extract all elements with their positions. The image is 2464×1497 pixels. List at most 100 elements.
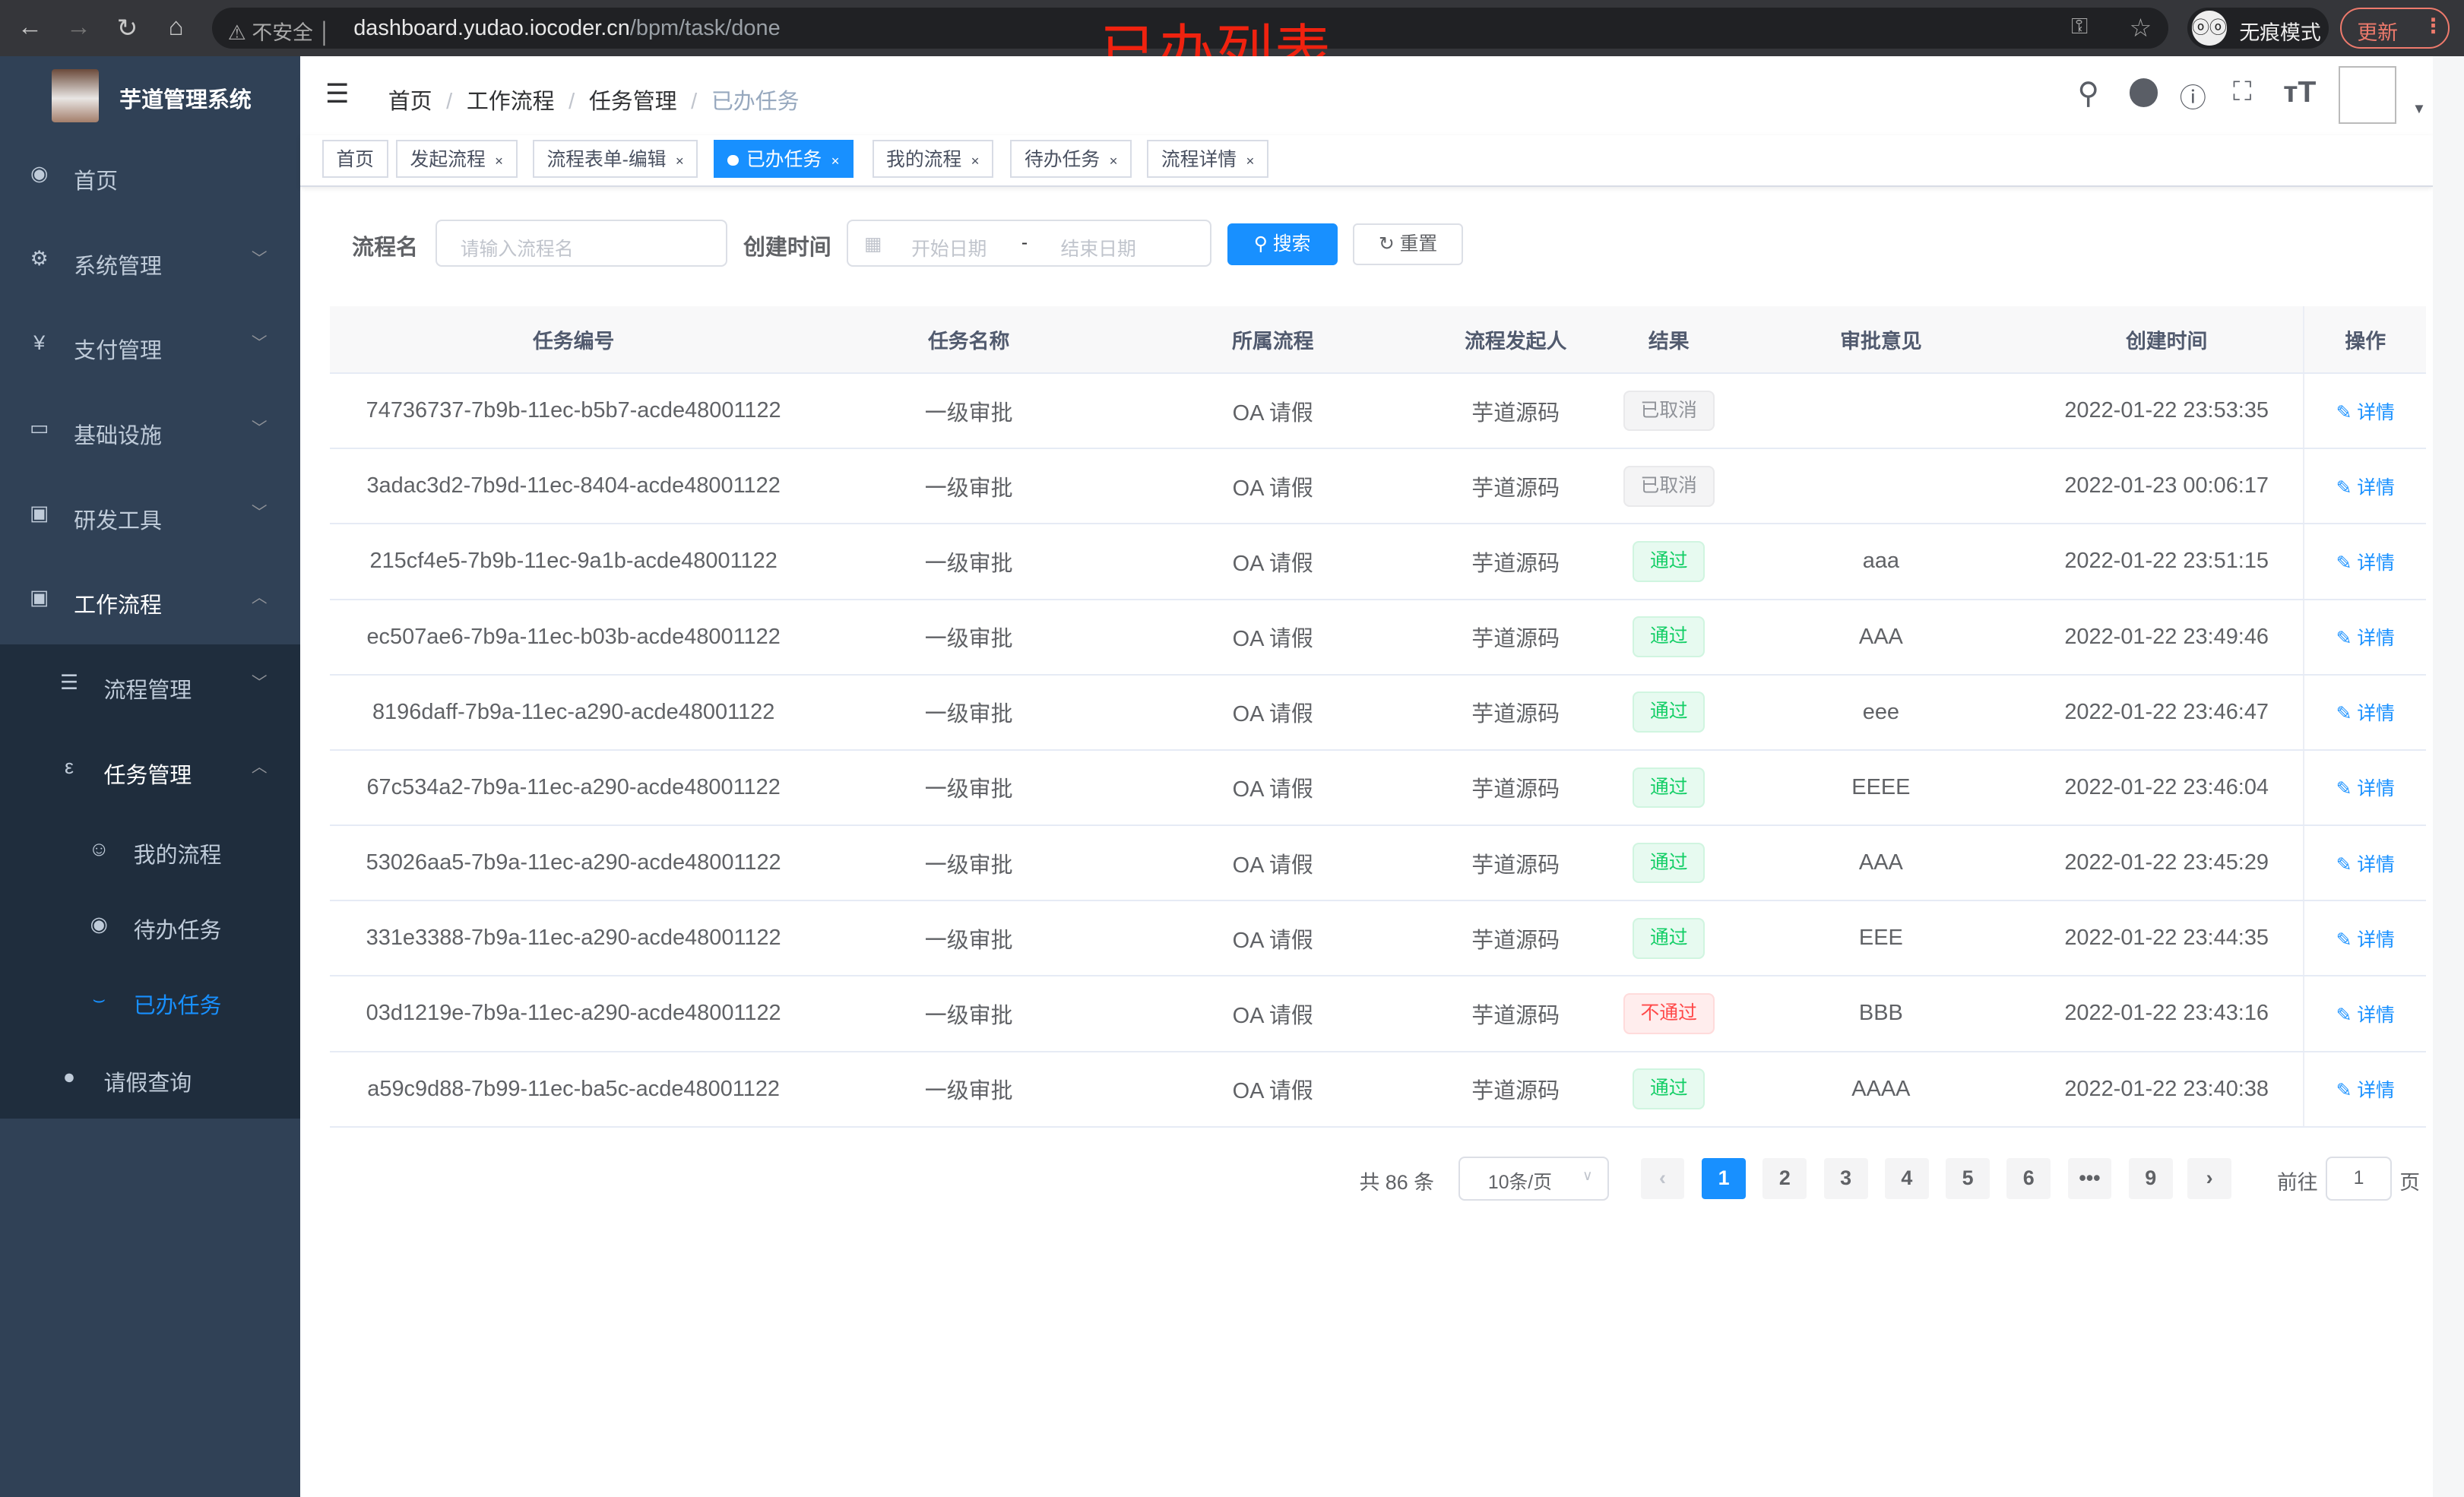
page-button[interactable]: 5 — [1946, 1157, 1990, 1199]
security-label: 不安全 — [252, 21, 313, 44]
sidebar-item-infra[interactable]: ▭ 基础设施 ﹀ — [0, 390, 300, 475]
process-name: OA 请假 — [1120, 976, 1426, 1052]
hamburger-icon[interactable]: ☰ — [325, 79, 350, 109]
github-icon[interactable] — [2129, 78, 2158, 107]
url-text[interactable]: dashboard.yudao.iocoder.cn/bpm/task/done — [353, 16, 780, 41]
scrollbar-track[interactable] — [2432, 56, 2464, 1497]
caret-down-icon[interactable]: ▼ — [2412, 100, 2427, 117]
task-name: 一级审批 — [817, 749, 1121, 827]
home-icon[interactable]: ⌂ — [168, 12, 184, 41]
page-button[interactable]: 1 — [1702, 1157, 1747, 1199]
close-icon[interactable]: × — [495, 153, 503, 169]
detail-link[interactable]: ✎ 详情 — [2336, 779, 2395, 799]
help-icon[interactable]: ⓘ — [2179, 84, 2206, 114]
sidebar-item-pay[interactable]: ¥ 支付管理 ﹀ — [0, 305, 300, 390]
close-icon[interactable]: × — [675, 153, 684, 169]
forward-icon[interactable]: → — [65, 12, 91, 41]
fullscreen-icon[interactable]: ⛶ — [2233, 77, 2252, 107]
detail-link[interactable]: ✎ 详情 — [2336, 930, 2395, 951]
page-button[interactable]: 6 — [2006, 1157, 2051, 1199]
detail-link[interactable]: ✎ 详情 — [2336, 403, 2395, 423]
sidebar-item-leave[interactable]: ● 请假查询 — [0, 1040, 300, 1119]
task-id: 3adac3d2-7b9d-11ec-8404-acde48001122 — [330, 448, 818, 525]
process-name-input[interactable]: 请输入流程名 — [435, 220, 728, 267]
close-icon[interactable]: × — [1109, 153, 1118, 169]
page-button[interactable]: 2 — [1762, 1157, 1807, 1199]
task-name: 一级审批 — [817, 524, 1121, 600]
detail-link[interactable]: ✎ 详情 — [2336, 1081, 2395, 1101]
start-date-input[interactable]: 开始日期 — [911, 239, 987, 260]
next-page-button[interactable]: › — [2187, 1157, 2231, 1199]
sidebar-item-task-mgmt[interactable]: ε 任务管理 ︿ — [0, 729, 300, 814]
tag-todo[interactable]: 待办任务 × — [1010, 140, 1132, 178]
sidebar-item-done[interactable]: ⌣ 已办任务 — [0, 964, 300, 1040]
security-warning[interactable]: ⚠ 不安全 │ — [227, 21, 332, 44]
placeholder: 请输入流程名 — [460, 239, 574, 260]
close-icon[interactable]: × — [831, 153, 840, 169]
back-icon[interactable]: ← — [17, 12, 43, 41]
action-cell: ✎ 详情 — [2303, 448, 2427, 525]
tag-form-edit[interactable]: 流程表单-编辑 × — [532, 140, 698, 178]
detail-link[interactable]: ✎ 详情 — [2336, 628, 2395, 649]
detail-link[interactable]: ✎ 详情 — [2336, 704, 2395, 724]
table-row: a59c9d88-7b99-11ec-ba5c-acde48001122 一级审… — [330, 1051, 2427, 1128]
detail-link[interactable]: ✎ 详情 — [2336, 553, 2395, 574]
end-date-input[interactable]: 结束日期 — [1060, 239, 1136, 260]
detail-link[interactable]: ✎ 详情 — [2336, 1005, 2395, 1026]
breadcrumb-item[interactable]: 首页 — [388, 89, 432, 114]
column-header: 任务名称 — [817, 306, 1121, 375]
star-icon[interactable]: ☆ — [2129, 14, 2152, 43]
prev-page-button[interactable]: ‹ — [1640, 1157, 1685, 1199]
toolbox-icon: ▣ — [29, 501, 49, 524]
page-size-select[interactable]: 10条/页 ∨ — [1458, 1156, 1610, 1201]
update-button[interactable]: 更新 ⋮ — [2339, 8, 2450, 49]
tag-start-process[interactable]: 发起流程 × — [396, 140, 518, 178]
result-cell: 通过 — [1606, 674, 1732, 751]
page-button[interactable]: ••• — [2067, 1157, 2112, 1199]
close-icon[interactable]: × — [971, 153, 980, 169]
action-cell: ✎ 详情 — [2303, 976, 2427, 1052]
tag-process-detail[interactable]: 流程详情 × — [1147, 140, 1268, 178]
page-button[interactable]: 4 — [1884, 1157, 1929, 1199]
tag-my-process[interactable]: 我的流程 × — [872, 140, 994, 178]
status-badge: 通过 — [1633, 541, 1705, 582]
sidebar-item-my-process[interactable]: ☺ 我的流程 — [0, 814, 300, 889]
search-icon[interactable]: ⚲ — [2077, 77, 2100, 111]
sidebar-item-system[interactable]: ⚙ 系统管理 ﹀ — [0, 220, 300, 305]
font-size-icon[interactable]: тT — [2283, 75, 2317, 109]
tag-done-tasks[interactable]: 已办任务 × — [713, 140, 854, 178]
action-cell: ✎ 详情 — [2303, 674, 2427, 751]
sidebar-item-process-mgmt[interactable]: ☰ 流程管理 ﹀ — [0, 644, 300, 730]
address-bar[interactable]: ⚠ 不安全 │ dashboard.yudao.iocoder.cn/bpm/t… — [212, 8, 2169, 49]
status-badge: 已取消 — [1623, 390, 1715, 432]
goto-page-input[interactable]: 1 — [2326, 1156, 2392, 1201]
search-button[interactable]: ⚲ 搜索 — [1227, 223, 1338, 266]
incognito-badge[interactable]: ⓞⓞ 无痕模式 — [2187, 8, 2329, 49]
detail-label: 详情 — [2357, 929, 2395, 951]
reload-icon[interactable]: ↻ — [116, 14, 138, 43]
close-icon[interactable]: × — [1246, 153, 1255, 169]
detail-link[interactable]: ✎ 详情 — [2336, 478, 2395, 498]
menu-dots-icon: ⋮ — [2423, 14, 2444, 37]
key-icon[interactable]: ⚿ — [2071, 14, 2089, 39]
url-host: dashboard.yudao.iocoder.cn — [353, 15, 630, 40]
sidebar-item-todo[interactable]: ◉ 待办任务 — [0, 889, 300, 964]
process-name: OA 请假 — [1120, 599, 1426, 676]
action-cell: ✎ 详情 — [2303, 373, 2427, 450]
page-button[interactable]: 9 — [2128, 1157, 2173, 1199]
process-name-label: 流程名 — [352, 235, 418, 260]
breadcrumb-item[interactable]: 任务管理 — [588, 89, 677, 114]
goto-label: 前往 — [2276, 1171, 2318, 1195]
tag-home[interactable]: 首页 — [321, 140, 388, 178]
breadcrumb-item[interactable]: 工作流程 — [466, 89, 555, 114]
sidebar-item-home[interactable]: ◉ 首页 — [0, 135, 300, 220]
sidebar-item-devtools[interactable]: ▣ 研发工具 ﹀ — [0, 474, 300, 559]
eye-icon: ◉ — [90, 913, 108, 936]
date-range-picker[interactable]: ▦ 开始日期 - 结束日期 — [847, 220, 1212, 267]
page-button[interactable]: 3 — [1823, 1157, 1868, 1199]
reset-button[interactable]: ↻ 重置 — [1353, 223, 1463, 266]
avatar[interactable] — [2338, 65, 2397, 125]
detail-link[interactable]: ✎ 详情 — [2336, 855, 2395, 875]
edit-icon: ✎ — [2336, 779, 2358, 800]
sidebar-item-workflow[interactable]: ▣ 工作流程 ︿ — [0, 559, 300, 644]
